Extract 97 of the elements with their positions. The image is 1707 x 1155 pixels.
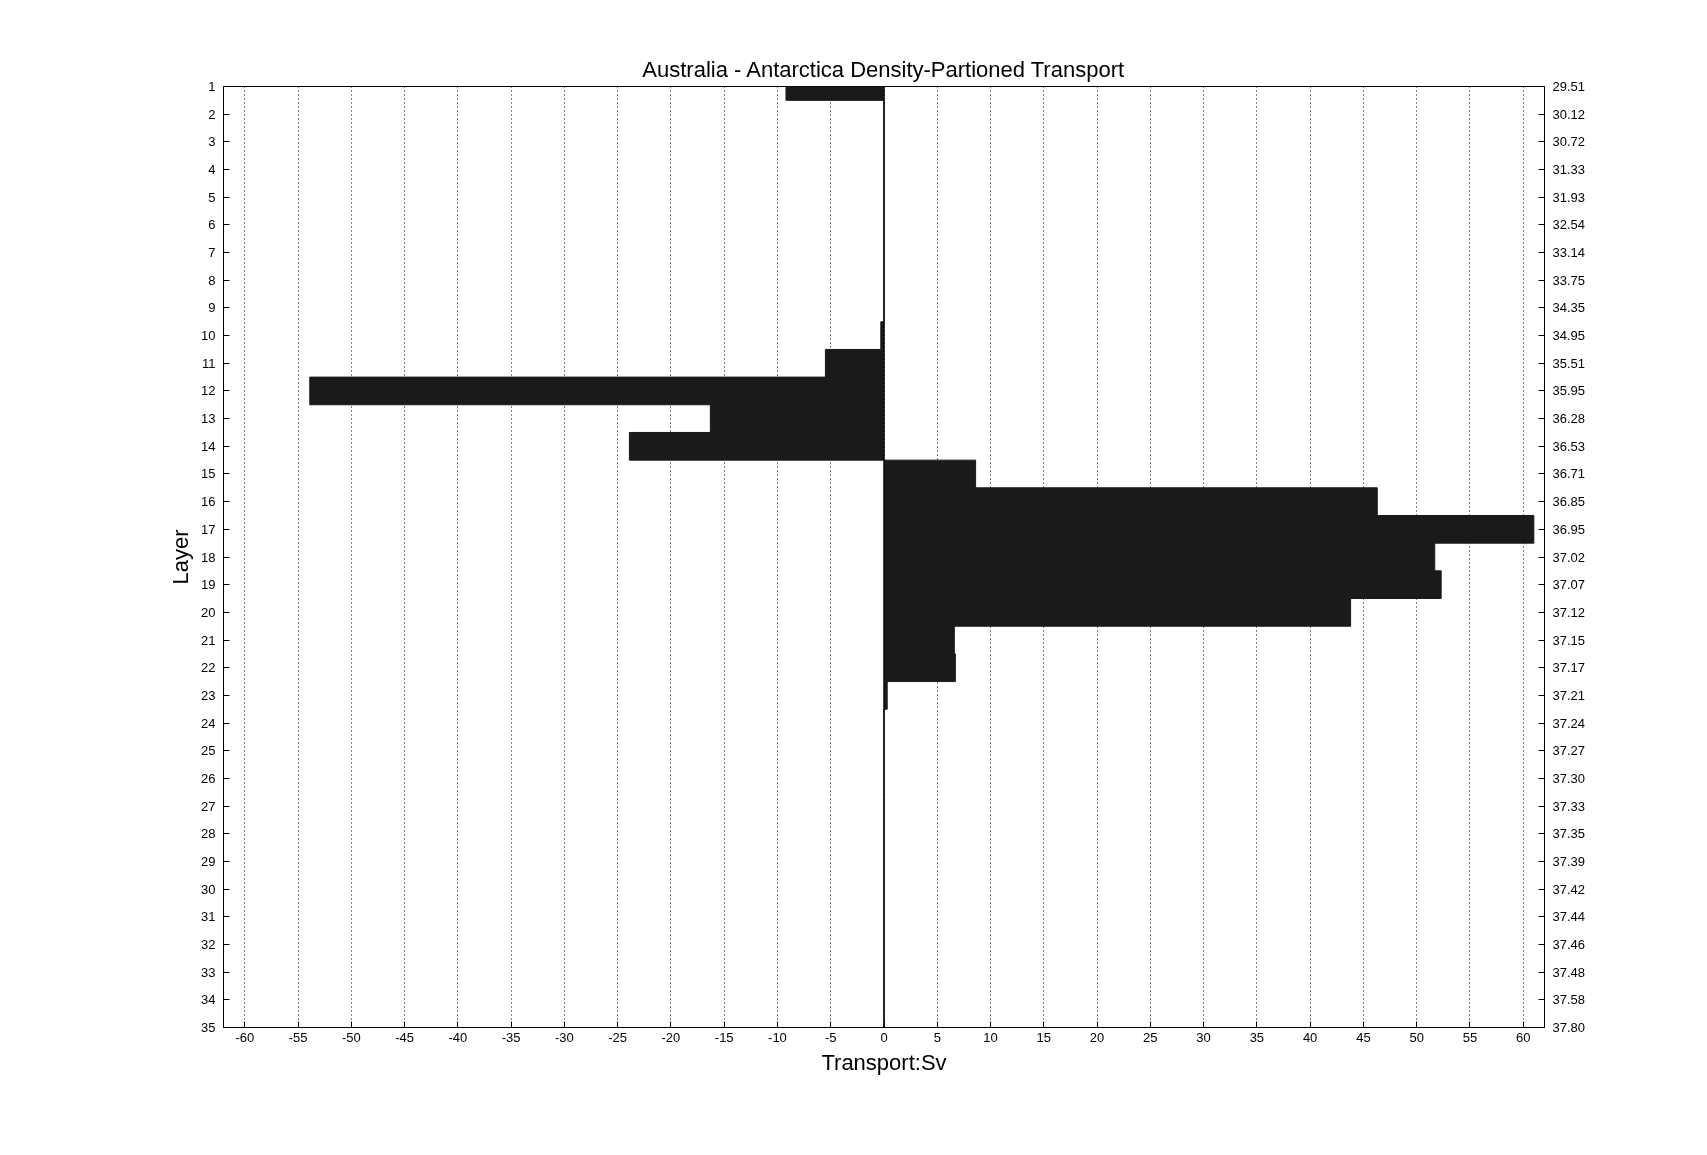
y2-tick-label: 37.44 bbox=[1552, 909, 1586, 925]
y2-tick-label: 30.72 bbox=[1552, 134, 1586, 150]
x-tick-label: 5 bbox=[933, 1029, 941, 1045]
y-tick-label: 7 bbox=[208, 245, 216, 261]
y2-tick-label: 37.33 bbox=[1552, 798, 1586, 814]
y-tick-label: 18 bbox=[201, 549, 216, 565]
y2-tick-label: 30.12 bbox=[1552, 106, 1586, 122]
y2-tick-label: 37.27 bbox=[1552, 743, 1586, 759]
y-tick-label: 25 bbox=[201, 743, 216, 759]
x-tick-label: -45 bbox=[395, 1029, 415, 1045]
x-tick-label: 55 bbox=[1462, 1029, 1478, 1045]
y-tick-label: 22 bbox=[201, 660, 216, 676]
y-tick-label: 5 bbox=[208, 189, 216, 205]
y-tick-label: 17 bbox=[201, 521, 216, 537]
y-tick-label: 16 bbox=[201, 494, 216, 510]
x-tick-label: -40 bbox=[448, 1029, 468, 1045]
y2-tick-label: 37.24 bbox=[1552, 715, 1586, 731]
y2-tick-label: 35.95 bbox=[1552, 383, 1586, 399]
y2-tick-label: 37.21 bbox=[1552, 687, 1586, 703]
y-tick-label: 1 bbox=[208, 79, 216, 94]
x-tick-label: -55 bbox=[288, 1029, 308, 1045]
y-tick-label: 11 bbox=[202, 355, 216, 371]
y-tick-label: 14 bbox=[201, 438, 216, 454]
y2-tick-label: 36.85 bbox=[1552, 494, 1586, 510]
x-tick-label: -50 bbox=[341, 1029, 361, 1045]
y-tick-label: 9 bbox=[208, 300, 216, 316]
y-tick-label: 8 bbox=[208, 272, 216, 288]
y2-tick-label: 37.12 bbox=[1552, 604, 1586, 620]
y-tick-label: 33 bbox=[201, 964, 216, 980]
x-tick-label: -60 bbox=[235, 1029, 255, 1045]
x-tick-label: 15 bbox=[1036, 1029, 1052, 1045]
y2-tick-label: 36.71 bbox=[1552, 466, 1586, 482]
y-tick-label: 3 bbox=[208, 134, 216, 150]
x-tick-label: -5 bbox=[824, 1029, 837, 1045]
y-tick-label: 19 bbox=[201, 577, 216, 593]
y-tick-label: 12 bbox=[201, 383, 216, 399]
x-tick-label: 50 bbox=[1409, 1029, 1424, 1045]
x-tick-label: 35 bbox=[1249, 1029, 1265, 1045]
y2-tick-label: 36.95 bbox=[1552, 521, 1586, 537]
y2-tick-label: 37.80 bbox=[1552, 1020, 1586, 1035]
y-tick-label: 28 bbox=[201, 826, 216, 842]
y-tick-label: 6 bbox=[208, 217, 216, 233]
chart-title: Australia - Antarctica Density-Partioned Transport bbox=[642, 56, 1125, 82]
y2-tick-label: 37.58 bbox=[1552, 992, 1586, 1008]
x-tick-label: 10 bbox=[983, 1029, 998, 1045]
y-tick-label: 27 bbox=[201, 798, 216, 814]
x-tick-label: 25 bbox=[1143, 1029, 1158, 1045]
y2-tick-label: 33.14 bbox=[1552, 245, 1586, 261]
x-tick-label: 20 bbox=[1089, 1029, 1105, 1045]
y2-tick-label: 37.35 bbox=[1552, 826, 1586, 842]
y2-tick-label: 34.95 bbox=[1552, 328, 1586, 344]
x-tick-label: -25 bbox=[608, 1029, 628, 1045]
x-tick-label: 45 bbox=[1356, 1029, 1371, 1045]
y-tick-label: 15 bbox=[201, 466, 216, 482]
y-tick-label: 26 bbox=[201, 770, 216, 786]
y2-tick-label: 37.48 bbox=[1552, 964, 1586, 980]
y-tick-label: 23 bbox=[201, 687, 216, 703]
y2-tick-label: 33.75 bbox=[1552, 272, 1586, 288]
y2-tick-label: 31.33 bbox=[1552, 162, 1586, 178]
y2-tick-label: 37.42 bbox=[1552, 881, 1586, 897]
x-tick-label: 30 bbox=[1196, 1029, 1211, 1045]
y-tick-label: 32 bbox=[201, 936, 216, 952]
y2-tick-label: 29.51 bbox=[1552, 79, 1586, 94]
y2-tick-label: 37.46 bbox=[1552, 936, 1586, 952]
y-tick-label: 31 bbox=[201, 909, 216, 925]
y2-tick-label: 31.93 bbox=[1552, 189, 1586, 205]
y2-tick-label: 36.28 bbox=[1552, 411, 1586, 427]
y2-tick-label: 37.17 bbox=[1552, 660, 1586, 676]
y2-tick-label: 37.07 bbox=[1552, 577, 1586, 593]
y-tick-label: 21 bbox=[201, 632, 216, 648]
x-tick-label: 60 bbox=[1515, 1029, 1531, 1045]
y2-tick-label: 35.51 bbox=[1552, 355, 1586, 371]
y2-tick-label: 37.15 bbox=[1552, 632, 1586, 648]
y2-tick-label: 37.30 bbox=[1552, 770, 1586, 786]
x-tick-label: 40 bbox=[1302, 1029, 1318, 1045]
y-tick-label: 4 bbox=[208, 162, 216, 178]
y-tick-label: 10 bbox=[201, 328, 216, 344]
x-tick-label: -15 bbox=[714, 1029, 734, 1045]
y2-tick-label: 34.35 bbox=[1552, 300, 1586, 316]
x-tick-label: -30 bbox=[555, 1029, 574, 1045]
y-tick-label: 13 bbox=[201, 411, 216, 427]
x-tick-label: -20 bbox=[661, 1029, 681, 1045]
x-tick-label: -35 bbox=[501, 1029, 521, 1045]
y-tick-label: 20 bbox=[201, 604, 216, 620]
x-tick-label: -10 bbox=[768, 1029, 787, 1045]
y-axis-title: Layer bbox=[168, 529, 194, 585]
y2-tick-label: 37.02 bbox=[1552, 549, 1586, 565]
y2-tick-label: 37.39 bbox=[1552, 853, 1586, 869]
y-tick-label: 24 bbox=[201, 715, 216, 731]
x-axis-title: Transport:Sv bbox=[821, 1049, 947, 1075]
y-tick-label: 29 bbox=[201, 853, 216, 869]
y-tick-label: 30 bbox=[201, 881, 216, 897]
y-tick-label: 34 bbox=[201, 992, 216, 1008]
y-tick-label: 2 bbox=[208, 106, 216, 122]
x-tick-label: 0 bbox=[880, 1029, 888, 1045]
y2-tick-label: 36.53 bbox=[1552, 438, 1586, 454]
y2-tick-label: 32.54 bbox=[1552, 217, 1586, 233]
